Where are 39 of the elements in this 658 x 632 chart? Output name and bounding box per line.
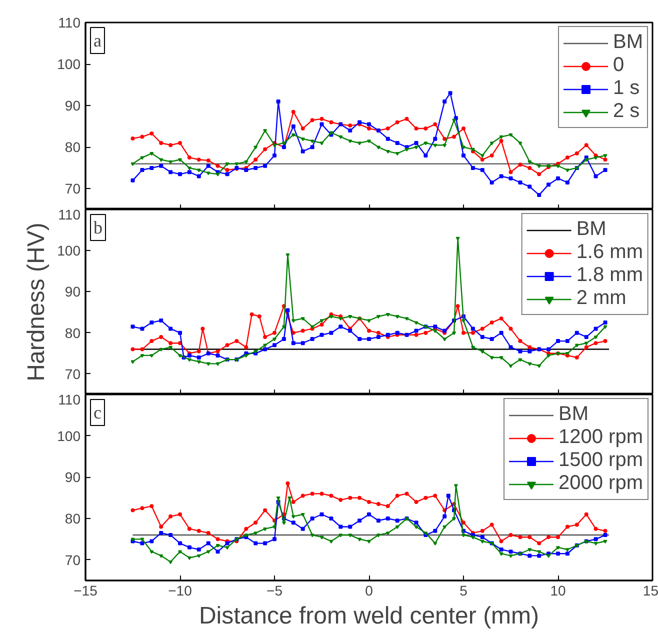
legend-label: 1500 rpm <box>558 449 643 472</box>
legend-label: BM <box>576 218 606 241</box>
y-tick-label: 70 <box>64 366 81 382</box>
y-tick-label: 90 <box>64 284 81 300</box>
legend-label: 2 s <box>613 100 640 123</box>
x-tick-label: 0 <box>365 582 374 598</box>
x-tick-label: −15 <box>74 582 98 598</box>
chart-title: a <box>94 30 102 50</box>
y-tick-label: 100 <box>57 242 81 259</box>
legend-label: BM <box>613 31 643 54</box>
x-tick-label: 10 <box>550 582 566 598</box>
x-tick-label: −10 <box>168 582 192 598</box>
y-tick-label: 80 <box>64 510 81 526</box>
text: c <box>94 402 102 422</box>
x-axis-title: Distance from weld center (mm) <box>198 602 540 630</box>
x-tick-label: 15 <box>642 582 658 598</box>
y-tick-label: 110 <box>58 206 81 222</box>
legend-label: 1.6 mm <box>576 241 643 264</box>
y-tick-label: 80 <box>64 139 81 156</box>
legend-label: 1 s <box>613 77 640 100</box>
y-tick-label: 90 <box>64 469 81 486</box>
y-tick-label: 70 <box>64 180 81 197</box>
y-tick-label: 90 <box>64 98 81 114</box>
y-tick-label: 110 <box>58 392 81 408</box>
legend-label: 2 mm <box>576 287 626 310</box>
legend-label: 2000 rpm <box>558 472 643 495</box>
x-tick-label: 5 <box>460 582 468 598</box>
y-tick-label: 70 <box>64 552 81 568</box>
legend-label: 1200 rpm <box>558 426 643 449</box>
legend-label: BM <box>558 403 588 426</box>
y-tick-label: 110 <box>58 14 81 30</box>
y-tick-label: 100 <box>57 56 81 72</box>
legend-label: 0 <box>613 54 626 77</box>
y-tick-label: 80 <box>64 324 81 341</box>
x-tick-label: −5 <box>266 582 283 598</box>
chart-title: b <box>94 218 102 238</box>
y-axis-title: Hardness (HV) <box>23 222 50 382</box>
legend-label: 1.8 mm <box>576 264 643 287</box>
y-tick-label: 100 <box>57 428 81 444</box>
